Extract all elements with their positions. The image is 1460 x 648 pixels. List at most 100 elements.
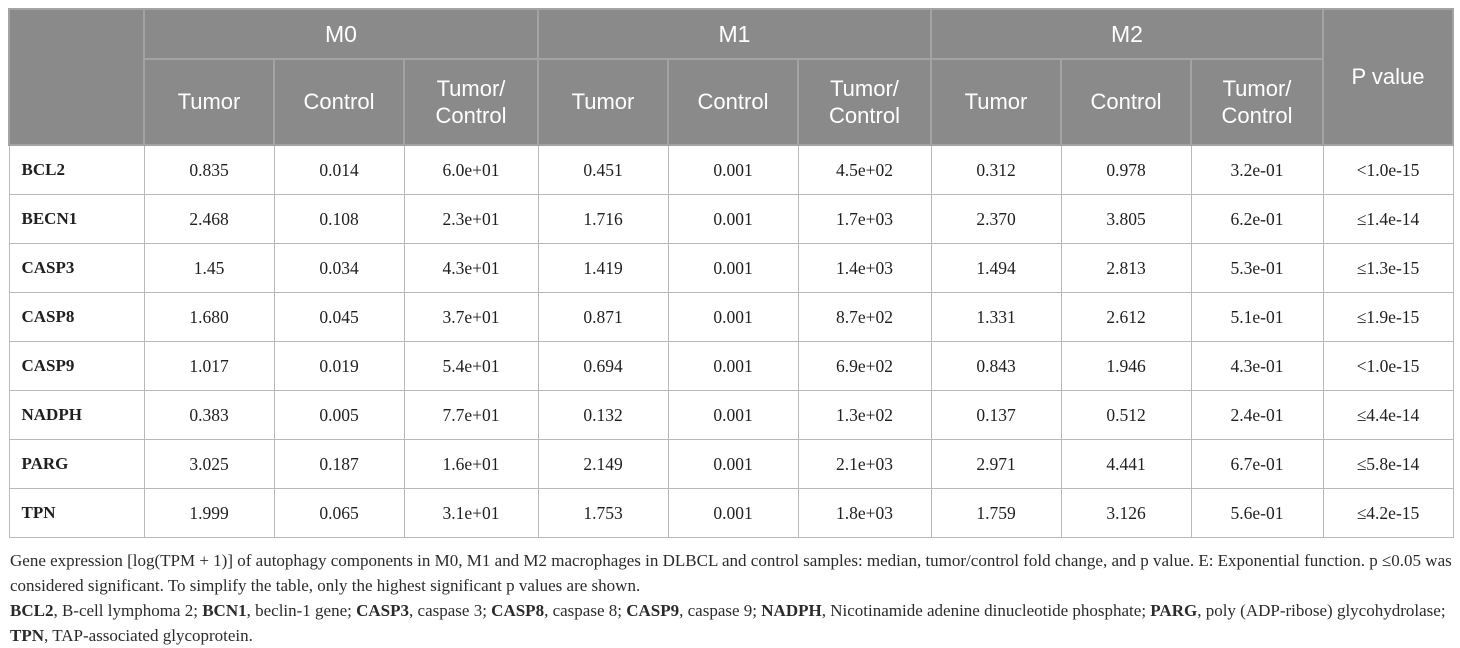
- gene-abbr: TPN: [10, 626, 44, 645]
- value-cell: 3.805: [1060, 194, 1192, 244]
- value-cell: 5.3e-01: [1190, 243, 1324, 293]
- subheader-m0-control: Control: [273, 58, 405, 146]
- value-cell: 1.7e+03: [797, 194, 932, 244]
- value-cell: 2.813: [1060, 243, 1192, 293]
- value-cell: 1.946: [1060, 341, 1192, 391]
- gene-abbr: CASP9: [626, 601, 680, 620]
- value-cell: 3.126: [1060, 488, 1192, 538]
- group-header-m1: M1: [537, 8, 932, 60]
- gene-cell: PARG: [8, 439, 145, 489]
- value-cell: 0.132: [537, 390, 669, 440]
- value-cell: 7.7e+01: [403, 390, 539, 440]
- value-cell: 0.001: [667, 488, 799, 538]
- subheader-m2-tumor: Tumor: [930, 58, 1062, 146]
- value-cell: 4.3e-01: [1190, 341, 1324, 391]
- value-cell: 2.971: [930, 439, 1062, 489]
- value-cell: 0.451: [537, 144, 669, 195]
- value-cell: 0.001: [667, 243, 799, 293]
- corner-cell: [8, 8, 145, 146]
- value-cell: 2.468: [143, 194, 275, 244]
- gene-abbr: PARG: [1150, 601, 1198, 620]
- value-cell: 0.383: [143, 390, 275, 440]
- footnote-gene-abbreviations: BCL2, B-cell lymphoma 2; BCN1, beclin-1 …: [10, 601, 1446, 645]
- p-value-cell: ≤1.9e-15: [1322, 292, 1454, 342]
- value-cell: 0.187: [273, 439, 405, 489]
- gene-cell: CASP9: [8, 341, 145, 391]
- value-cell: 1.759: [930, 488, 1062, 538]
- value-cell: 6.9e+02: [797, 341, 932, 391]
- table-header: M0 M1 M2 P value Tumor Control Tumor/ Co…: [8, 8, 1454, 146]
- header-row-sub: Tumor Control Tumor/ Control Tumor Contr…: [9, 58, 1453, 146]
- group-header-m2: M2: [930, 8, 1324, 60]
- footnote-description: Gene expression [log(TPM + 1)] of autoph…: [10, 551, 1452, 595]
- value-cell: 0.034: [273, 243, 405, 293]
- table-body: BCL2 0.835 0.014 6.0e+01 0.451 0.001 4.5…: [8, 144, 1454, 538]
- value-cell: 0.843: [930, 341, 1062, 391]
- value-cell: 1.494: [930, 243, 1062, 293]
- subheader-m1-tumor: Tumor: [537, 58, 669, 146]
- value-cell: 0.001: [667, 292, 799, 342]
- gene-cell: CASP3: [8, 243, 145, 293]
- p-value-cell: ≤4.4e-14: [1322, 390, 1454, 440]
- gene-cell: TPN: [8, 488, 145, 538]
- value-cell: 0.512: [1060, 390, 1192, 440]
- table-row: CASP9 1.017 0.019 5.4e+01 0.694 0.001 6.…: [8, 341, 1454, 391]
- table-row: CASP8 1.680 0.045 3.7e+01 0.871 0.001 8.…: [8, 292, 1454, 342]
- value-cell: 1.331: [930, 292, 1062, 342]
- value-cell: 0.019: [273, 341, 405, 391]
- p-value-cell: <1.0e-15: [1322, 341, 1454, 391]
- gene-abbr: BCL2: [10, 601, 54, 620]
- gene-abbr: NADPH: [761, 601, 822, 620]
- value-cell: 4.5e+02: [797, 144, 932, 195]
- value-cell: 1.716: [537, 194, 669, 244]
- gene-abbr: CASP8: [491, 601, 545, 620]
- value-cell: 0.108: [273, 194, 405, 244]
- value-cell: 3.025: [143, 439, 275, 489]
- value-cell: 0.065: [273, 488, 405, 538]
- subheader-m0-tumor: Tumor: [143, 58, 275, 146]
- table-row: CASP3 1.45 0.034 4.3e+01 1.419 0.001 1.4…: [8, 243, 1454, 293]
- value-cell: 5.4e+01: [403, 341, 539, 391]
- value-cell: 0.005: [273, 390, 405, 440]
- value-cell: 2.1e+03: [797, 439, 932, 489]
- value-cell: 1.753: [537, 488, 669, 538]
- value-cell: 0.014: [273, 144, 405, 195]
- gene-cell: BECN1: [8, 194, 145, 244]
- table-row: PARG 3.025 0.187 1.6e+01 2.149 0.001 2.1…: [8, 439, 1454, 489]
- value-cell: 5.6e-01: [1190, 488, 1324, 538]
- value-cell: 0.001: [667, 194, 799, 244]
- subheader-m0-tumor-control: Tumor/ Control: [403, 58, 539, 146]
- value-cell: 3.7e+01: [403, 292, 539, 342]
- value-cell: 1.017: [143, 341, 275, 391]
- table-row: BECN1 2.468 0.108 2.3e+01 1.716 0.001 1.…: [8, 194, 1454, 244]
- subheader-m1-tumor-control: Tumor/ Control: [797, 58, 932, 146]
- group-header-m0: M0: [143, 8, 539, 60]
- value-cell: 0.001: [667, 341, 799, 391]
- table-footnotes: Gene expression [log(TPM + 1)] of autoph…: [10, 548, 1458, 648]
- value-cell: 0.001: [667, 390, 799, 440]
- value-cell: 6.0e+01: [403, 144, 539, 195]
- value-cell: 1.3e+02: [797, 390, 932, 440]
- value-cell: 0.045: [273, 292, 405, 342]
- value-cell: 2.149: [537, 439, 669, 489]
- value-cell: 0.312: [930, 144, 1062, 195]
- p-value-cell: ≤4.2e-15: [1322, 488, 1454, 538]
- p-value-cell: ≤1.3e-15: [1322, 243, 1454, 293]
- value-cell: 2.3e+01: [403, 194, 539, 244]
- subheader-m2-tumor-control: Tumor/ Control: [1190, 58, 1324, 146]
- value-cell: 2.612: [1060, 292, 1192, 342]
- value-cell: 0.137: [930, 390, 1062, 440]
- value-cell: 0.001: [667, 439, 799, 489]
- value-cell: 1.45: [143, 243, 275, 293]
- table-row: TPN 1.999 0.065 3.1e+01 1.753 0.001 1.8e…: [8, 488, 1454, 538]
- value-cell: 0.694: [537, 341, 669, 391]
- value-cell: 2.370: [930, 194, 1062, 244]
- value-cell: 1.6e+01: [403, 439, 539, 489]
- subheader-m1-control: Control: [667, 58, 799, 146]
- value-cell: 2.4e-01: [1190, 390, 1324, 440]
- p-value-cell: ≤5.8e-14: [1322, 439, 1454, 489]
- table-row: NADPH 0.383 0.005 7.7e+01 0.132 0.001 1.…: [8, 390, 1454, 440]
- p-value-cell: <1.0e-15: [1322, 144, 1454, 195]
- value-cell: 4.3e+01: [403, 243, 539, 293]
